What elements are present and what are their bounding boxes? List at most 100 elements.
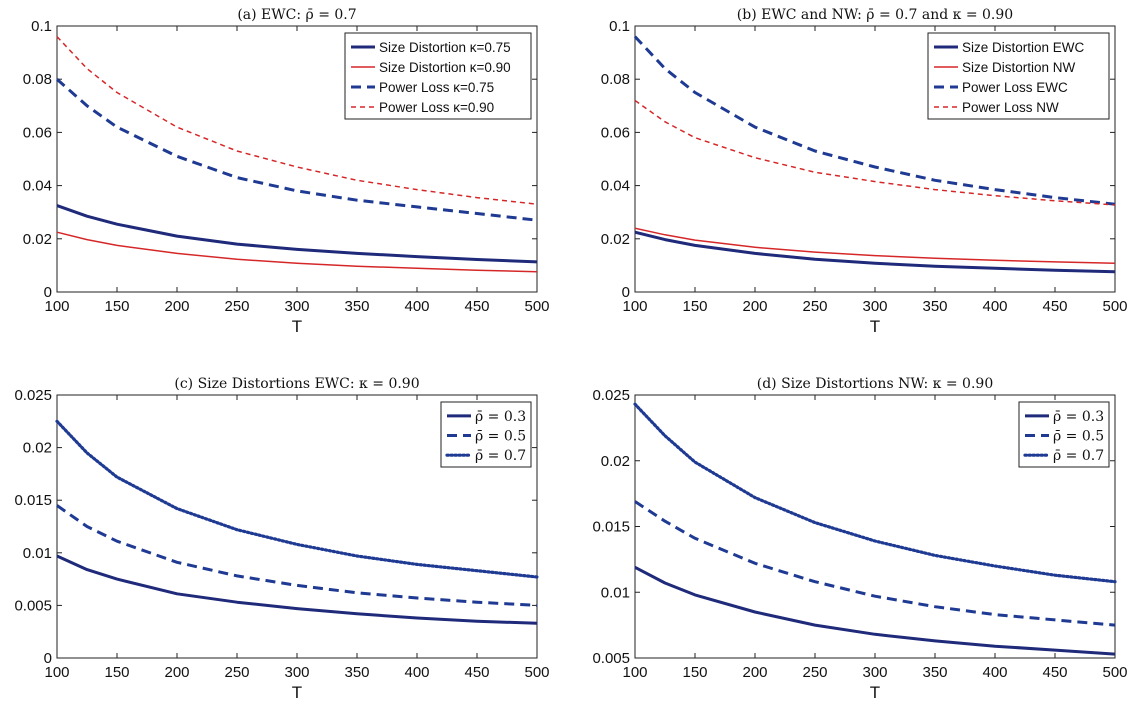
legend-label: Size Distortion κ=0.90 xyxy=(379,60,511,75)
series-line-2 xyxy=(633,35,1116,206)
y-tick-label: 0.005 xyxy=(14,597,52,614)
x-tick-label: 450 xyxy=(1042,298,1067,315)
series-line-1 xyxy=(634,500,1116,627)
legend-label: Size Distortion κ=0.75 xyxy=(379,40,511,55)
x-tick-label: 450 xyxy=(464,664,489,681)
x-tick-label: 350 xyxy=(344,298,369,315)
x-tick-label: 100 xyxy=(622,664,647,681)
y-tick-label: 0.02 xyxy=(601,453,630,470)
y-tick-label: 0.08 xyxy=(601,71,630,88)
legend: ρ̄ = 0.3 ρ̄ = 0.5 ρ̄ = 0.7 xyxy=(440,401,532,468)
legend: ρ̄ = 0.3 ρ̄ = 0.5 ρ̄ = 0.7 xyxy=(1018,401,1110,468)
x-tick-label: 450 xyxy=(1042,664,1067,681)
y-tick-label: 0.01 xyxy=(23,545,52,562)
chart-title: (a) EWC: ρ̄ = 0.7 xyxy=(237,7,356,23)
y-tick-label: 0.025 xyxy=(14,387,52,404)
y-tick-label: 0.015 xyxy=(592,519,630,536)
legend-label: ρ̄ = 0.7 xyxy=(475,448,526,464)
y-tick-label: 0.06 xyxy=(23,124,52,141)
y-tick-label: 0.015 xyxy=(14,492,52,509)
series-line-2 xyxy=(55,419,539,579)
legend-label: ρ̄ = 0.3 xyxy=(1053,409,1104,425)
x-axis-label: T xyxy=(870,317,880,336)
series-line-0 xyxy=(634,230,1116,274)
chart-title: (c) Size Distortions EWC: κ = 0.90 xyxy=(174,376,419,392)
legend-label: ρ̄ = 0.7 xyxy=(1053,448,1104,464)
x-tick-label: 400 xyxy=(404,664,429,681)
x-axis-label: T xyxy=(292,683,302,702)
legend-label: Power Loss κ=0.75 xyxy=(379,80,494,95)
series-line-1 xyxy=(634,227,1116,265)
legend-box xyxy=(344,32,532,120)
y-tick-label: 0.1 xyxy=(609,18,630,35)
x-tick-label: 150 xyxy=(682,664,707,681)
series-line-2 xyxy=(633,402,1117,584)
legend-label: ρ̄ = 0.5 xyxy=(475,429,526,445)
y-tick-label: 0 xyxy=(44,650,52,667)
chart-panel-1: (b) EWC and NW: ρ̄ = 0.7 and κ = 0.90 100… xyxy=(601,7,1128,336)
x-tick-label: 250 xyxy=(224,664,249,681)
chart-title: (b) EWC and NW: ρ̄ = 0.7 and κ = 0.90 xyxy=(737,7,1013,23)
x-tick-label: 350 xyxy=(344,664,369,681)
y-tick-label: 0 xyxy=(622,284,630,301)
x-tick-label: 200 xyxy=(164,664,189,681)
x-tick-label: 200 xyxy=(742,664,767,681)
x-tick-label: 500 xyxy=(524,298,549,315)
y-tick-label: 0.08 xyxy=(23,71,52,88)
x-tick-label: 150 xyxy=(104,298,129,315)
series-line-0 xyxy=(56,554,538,625)
y-tick-label: 0 xyxy=(44,284,52,301)
x-tick-label: 200 xyxy=(164,298,189,315)
legend-label: ρ̄ = 0.3 xyxy=(475,409,526,425)
x-tick-label: 250 xyxy=(802,298,827,315)
y-tick-label: 0.06 xyxy=(601,124,630,141)
legend-label: Power Loss EWC xyxy=(962,80,1068,95)
series-line-3 xyxy=(56,36,538,205)
series-line-0 xyxy=(634,565,1116,656)
series-line-1 xyxy=(56,504,538,607)
x-tick-label: 450 xyxy=(464,298,489,315)
y-tick-label: 0.02 xyxy=(23,440,52,457)
x-tick-label: 100 xyxy=(622,298,647,315)
x-tick-label: 350 xyxy=(922,298,947,315)
x-tick-label: 250 xyxy=(802,664,827,681)
y-tick-label: 0.005 xyxy=(592,650,630,667)
x-axis-label: T xyxy=(292,317,302,336)
chart-panel-0: (a) EWC: ρ̄ = 0.7 100 150 200 250 300 350 400 45… xyxy=(23,7,550,336)
legend-label: Power Loss κ=0.90 xyxy=(379,100,494,115)
x-tick-label: 500 xyxy=(524,664,549,681)
chart-panel-3: (d) Size Distortions NW: κ = 0.90 100 150 2… xyxy=(592,376,1127,702)
series-line-1 xyxy=(56,231,538,273)
chart-panel-2: (c) Size Distortions EWC: κ = 0.90 100 150… xyxy=(14,376,549,702)
legend: Size Distortion EWC Size Distortion NW Pow… xyxy=(927,32,1110,120)
x-tick-label: 500 xyxy=(1102,664,1127,681)
y-tick-label: 0.02 xyxy=(23,231,52,248)
x-tick-label: 300 xyxy=(862,664,887,681)
y-tick-label: 0.02 xyxy=(601,231,630,248)
x-tick-label: 150 xyxy=(104,664,129,681)
legend-label: Power Loss NW xyxy=(962,100,1059,115)
x-tick-label: 300 xyxy=(284,298,309,315)
y-tick-label: 0.04 xyxy=(601,178,630,195)
series-line-3 xyxy=(634,99,1116,206)
series-line-2 xyxy=(56,78,538,222)
y-tick-label: 0.01 xyxy=(601,584,630,601)
x-tick-label: 250 xyxy=(224,298,249,315)
x-tick-label: 400 xyxy=(404,298,429,315)
y-tick-label: 0.04 xyxy=(23,178,52,195)
x-tick-label: 300 xyxy=(862,298,887,315)
legend-box xyxy=(927,32,1110,120)
x-tick-label: 100 xyxy=(44,664,69,681)
x-tick-label: 300 xyxy=(284,664,309,681)
x-tick-label: 350 xyxy=(922,664,947,681)
legend: Size Distortion κ=0.75 Size Distortion κ=… xyxy=(344,32,532,120)
x-tick-label: 150 xyxy=(682,298,707,315)
x-axis-label: T xyxy=(870,683,880,702)
y-tick-label: 0.1 xyxy=(31,18,52,35)
x-tick-label: 400 xyxy=(982,298,1007,315)
chart-title: (d) Size Distortions NW: κ = 0.90 xyxy=(757,376,993,392)
series-line-0 xyxy=(56,204,538,264)
x-tick-label: 100 xyxy=(44,298,69,315)
x-tick-label: 200 xyxy=(742,298,767,315)
